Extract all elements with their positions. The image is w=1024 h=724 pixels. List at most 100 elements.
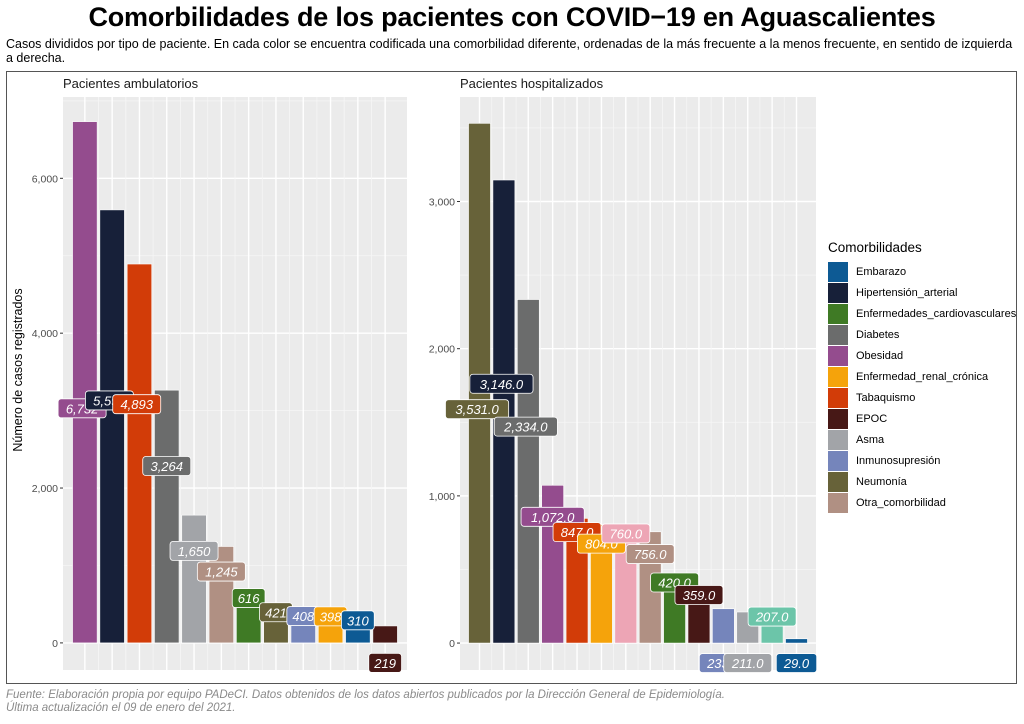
data-label: 2,334.0 (493, 416, 558, 437)
data-label: 1,245 (196, 561, 246, 582)
data-label: 756.0 (625, 544, 675, 564)
legend-item: Diabetes (828, 324, 1016, 345)
data-label: 4,893 (112, 394, 162, 415)
legend-item: Asma (828, 429, 1016, 450)
y-tick-label: 2,000 (429, 344, 455, 356)
data-label-box (493, 416, 558, 437)
data-label: 29.0 (775, 653, 818, 673)
data-label-box (169, 541, 219, 561)
legend-item: Otra_comorbilidad (828, 492, 1016, 513)
legend-swatch (828, 387, 848, 408)
data-label-box (601, 523, 651, 544)
data-label-text: 219 (373, 656, 396, 671)
legend-title: Comorbilidades (828, 240, 922, 255)
data-label-box (674, 585, 724, 605)
legend-item: Neumonía (828, 471, 1016, 492)
legend-swatch (828, 492, 848, 513)
bar (590, 524, 613, 644)
data-label-box (445, 399, 510, 420)
data-label-text: 756.0 (634, 547, 667, 562)
data-label: 408 (286, 606, 321, 626)
data-label-box (196, 561, 246, 582)
data-label: 398 (313, 606, 348, 627)
data-label-text: 3,146.0 (480, 377, 524, 392)
legend-item: Enfermedad_renal_crónica (828, 366, 1016, 387)
y-tick-label: 1,000 (429, 491, 455, 503)
y-tick-label: 0 (52, 638, 58, 650)
data-label-box (775, 653, 818, 673)
bar (517, 299, 540, 644)
legend-items: Embarazo Hipertensión_arterial Enfermedade… (828, 261, 1016, 513)
legend-swatch (828, 408, 848, 429)
legend-item: Enfermedades_cardiovasculares (828, 303, 1016, 324)
panel-ambulatorios: 02,0004,0006,0006,7325,5924,8933,2641,65… (32, 97, 407, 673)
legend-label: Asma (856, 433, 885, 446)
data-label-box (723, 653, 773, 673)
legend-label: Embarazo (856, 265, 907, 278)
panel-title-ambulatorios: Pacientes ambulatorios (63, 76, 199, 91)
data-label: 421 (259, 602, 293, 623)
legend-swatch (828, 471, 848, 492)
data-label-box (747, 606, 797, 627)
bar (99, 209, 125, 644)
y-tick-label: 6,000 (32, 173, 58, 185)
figure-frame (6, 71, 1017, 684)
legend-item: Hipertensión_arterial (828, 282, 1016, 303)
legend-swatch (828, 366, 848, 387)
data-label-box (469, 373, 534, 394)
data-label-text: 1,245 (205, 565, 238, 580)
legend-label: EPOC (856, 412, 888, 425)
bar (712, 608, 735, 644)
data-label-box (142, 456, 192, 476)
data-label-box (231, 588, 266, 608)
bar (126, 263, 153, 644)
legend-swatch (828, 429, 848, 450)
legend-item: EPOC (828, 408, 1016, 429)
legend: Comorbilidades Embarazo Hipertensión_arte… (828, 240, 1016, 513)
legend-label: Inmunosupresión (856, 454, 941, 467)
panel-title-hospitalizados: Pacientes hospitalizados (460, 76, 604, 91)
data-label: 359.0 (674, 585, 724, 605)
legend-swatch (828, 303, 848, 324)
legend-swatch (828, 324, 848, 345)
data-label-box (341, 610, 375, 631)
data-label: 616 (231, 588, 266, 608)
legend-item: Tabaquismo (828, 387, 1016, 408)
data-label-text: 1,072.0 (531, 510, 575, 525)
chart-subtitle: Casos divididos por tipo de paciente. En… (6, 37, 1013, 65)
legend-label: Enfermedad_renal_crónica (856, 370, 989, 383)
legend-label: Tabaquismo (856, 391, 916, 404)
legend-item: Embarazo (828, 261, 1016, 282)
y-tick-label: 0 (449, 638, 455, 650)
y-tick-label: 4,000 (32, 328, 58, 340)
bar (208, 546, 234, 644)
bar (785, 638, 808, 644)
legend-swatch (828, 282, 848, 303)
data-label-text: 421 (265, 605, 287, 620)
legend-label: Neumonía (856, 475, 907, 488)
legend-label: Obesidad (856, 349, 904, 362)
data-label: 3,531.0 (445, 399, 510, 420)
data-label: 219 (368, 652, 402, 673)
legend-item: Obesidad (828, 345, 1016, 366)
data-label-text: 408 (292, 609, 314, 624)
chart-title: Comorbilidades de los pacientes con COVI… (88, 2, 936, 32)
data-label-box (368, 652, 402, 673)
data-label-box (625, 544, 675, 564)
data-label-text: 4,893 (120, 397, 153, 412)
data-label: 1,072.0 (520, 506, 585, 527)
footer-update-line: Última actualización el 09 de enero del … (6, 702, 236, 714)
legend-label: Otra_comorbilidad (856, 496, 946, 509)
footer-source: Fuente: Elaboración propia por equipo PA… (6, 689, 725, 715)
data-label-box (112, 394, 162, 415)
data-label: 3,264 (142, 456, 192, 476)
footer-source-line: Fuente: Elaboración propia por equipo PA… (6, 689, 725, 701)
bar (372, 625, 398, 644)
data-label: 760.0 (601, 523, 651, 544)
legend-label: Enfermedades_cardiovasculares (856, 307, 1017, 320)
data-label-text: 3,264 (150, 459, 183, 474)
legend-swatch (828, 345, 848, 366)
bar (72, 121, 98, 644)
data-label-text: 211.0 (731, 656, 764, 671)
